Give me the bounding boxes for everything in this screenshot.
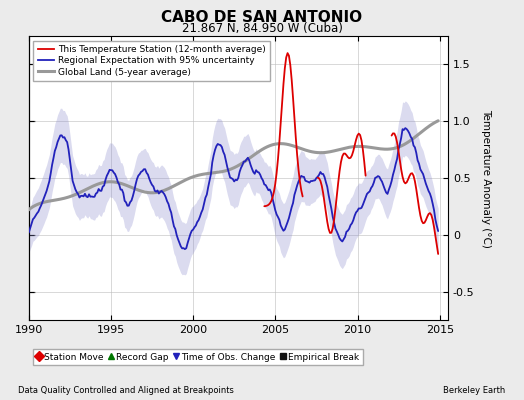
Text: Berkeley Earth: Berkeley Earth (443, 386, 506, 395)
Text: 21.867 N, 84.950 W (Cuba): 21.867 N, 84.950 W (Cuba) (181, 22, 343, 35)
Y-axis label: Temperature Anomaly (°C): Temperature Anomaly (°C) (482, 108, 492, 248)
Legend: Station Move, Record Gap, Time of Obs. Change, Empirical Break: Station Move, Record Gap, Time of Obs. C… (34, 349, 363, 365)
Text: Data Quality Controlled and Aligned at Breakpoints: Data Quality Controlled and Aligned at B… (18, 386, 234, 395)
Text: CABO DE SAN ANTONIO: CABO DE SAN ANTONIO (161, 10, 363, 25)
